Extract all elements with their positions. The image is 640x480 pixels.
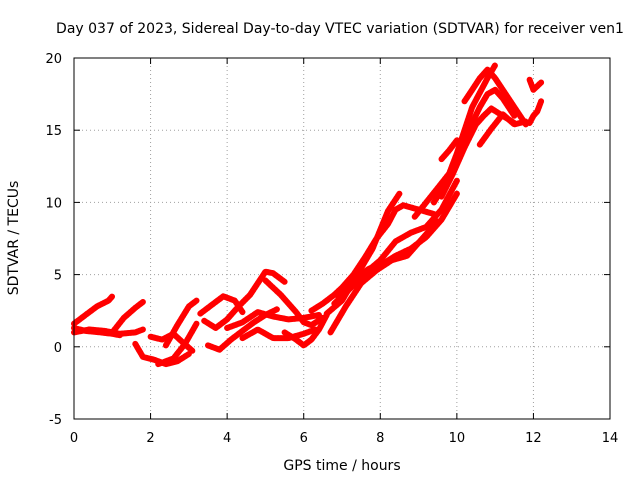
chart-title: Day 037 of 2023, Sidereal Day-to-day VTE…: [56, 21, 624, 37]
series-track-21: [411, 62, 499, 220]
series-track-27: [526, 76, 545, 93]
series-track-10: [201, 268, 288, 331]
x-axis-label: GPS time / hours: [283, 458, 400, 474]
series-track-24: [461, 66, 529, 128]
x-tick-label: 12: [525, 431, 542, 446]
grid: [74, 58, 610, 419]
series-track-1: [71, 293, 116, 327]
series-track-25: [476, 111, 529, 148]
series-track-26: [438, 137, 460, 163]
x-tick-label: 10: [449, 431, 466, 446]
series-track-14: [262, 277, 326, 329]
y-tick-label: 5: [54, 269, 62, 284]
series-track-16: [308, 202, 437, 314]
x-tick-label: 14: [602, 431, 619, 446]
series-track-20: [335, 190, 460, 300]
y-axis-label: SDTVAR / TECUs: [6, 181, 22, 296]
series-track-28: [526, 98, 545, 126]
y-tick-label: -5: [49, 413, 62, 428]
series-track-13: [239, 326, 319, 342]
series-track-8: [162, 297, 200, 349]
plot-frame: [73, 57, 611, 420]
x-tick-label: 4: [223, 431, 231, 446]
x-tick-label: 8: [376, 431, 384, 446]
series-track-4: [109, 299, 146, 336]
data-series: [71, 62, 545, 368]
x-tick-label: 6: [300, 431, 308, 446]
series-track-15: [281, 312, 330, 349]
series-track-7: [155, 320, 200, 368]
y-tick-label: 15: [45, 124, 62, 139]
x-tick-label: 0: [70, 431, 78, 446]
series-track-19: [331, 177, 460, 307]
y-tick-label: 20: [45, 52, 62, 67]
y-tick-label: 10: [45, 196, 62, 211]
series-track-3: [71, 325, 123, 339]
y-tick-label: 0: [54, 341, 62, 356]
axis-ticks: 0 2 4 6 8 10 12 14 -5 0 5 10 15 20: [45, 52, 618, 446]
x-tick-label: 2: [146, 431, 154, 446]
